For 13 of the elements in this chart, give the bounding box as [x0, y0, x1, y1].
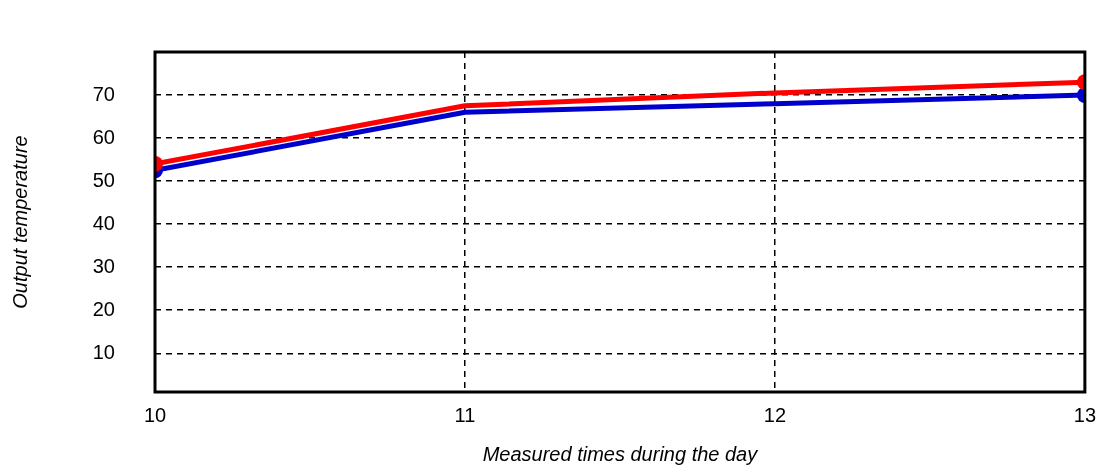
y-tick-label: 20 [92, 297, 115, 320]
y-tick-label: 70 [92, 82, 115, 105]
x-tick-label: 11 [454, 403, 476, 426]
y-tick-label: 60 [92, 125, 115, 148]
x-tick-label: 12 [763, 403, 787, 426]
y-tick-label: 50 [92, 168, 115, 191]
y-tick-label: 30 [92, 254, 115, 277]
x-tick-label: 13 [1073, 403, 1096, 426]
y-axis-title: Output temperature [8, 135, 31, 309]
x-axis-title: Measured times during the day [482, 442, 759, 465]
y-tick-label: 40 [92, 211, 115, 234]
x-tick-label: 10 [143, 403, 167, 426]
y-tick-label: 10 [92, 340, 115, 363]
